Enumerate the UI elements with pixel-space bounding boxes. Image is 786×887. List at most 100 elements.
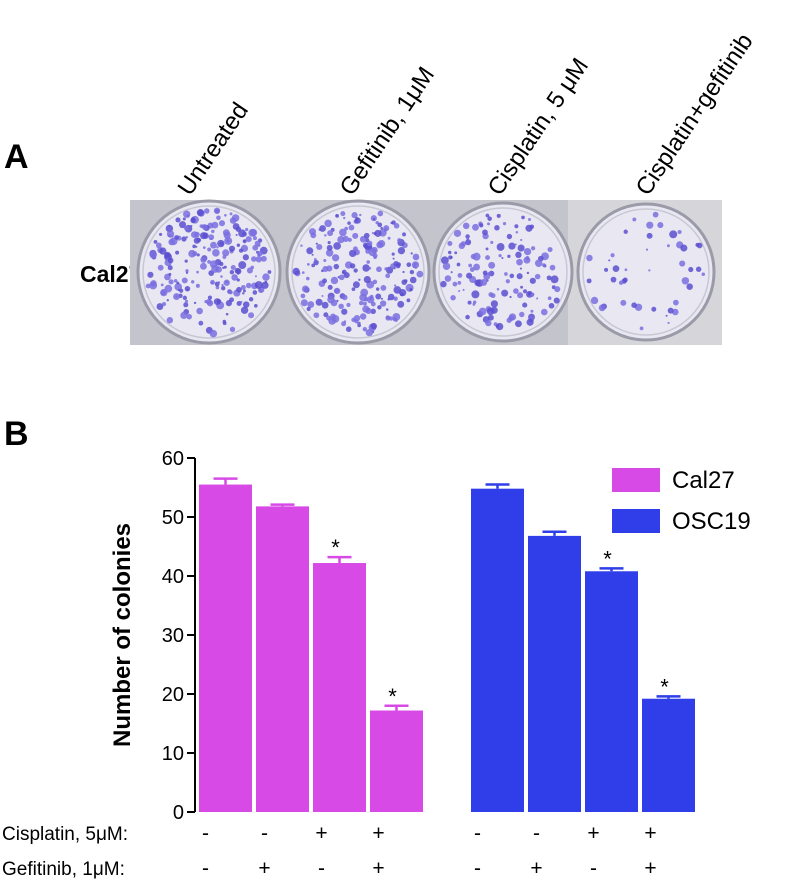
colony xyxy=(186,288,189,291)
colony xyxy=(236,278,240,282)
colony xyxy=(167,257,174,264)
colony xyxy=(525,256,530,261)
colony xyxy=(519,267,523,270)
colony xyxy=(222,249,230,257)
colony xyxy=(488,261,496,269)
colony xyxy=(440,256,449,265)
colony xyxy=(462,222,470,230)
colony xyxy=(447,240,453,246)
colony xyxy=(153,239,158,244)
colony xyxy=(348,224,355,231)
colony xyxy=(380,300,387,307)
colony xyxy=(196,270,199,274)
colony xyxy=(516,258,523,266)
colony xyxy=(623,229,628,234)
colony xyxy=(393,223,400,229)
colony xyxy=(454,251,458,255)
colony xyxy=(242,301,250,308)
colony xyxy=(485,213,490,218)
colony xyxy=(313,312,320,319)
colony xyxy=(301,285,309,293)
colony xyxy=(506,233,513,240)
bar xyxy=(313,563,366,812)
colony xyxy=(397,300,405,308)
colony xyxy=(374,229,382,237)
colony xyxy=(183,302,189,308)
colony xyxy=(409,276,417,284)
colony xyxy=(412,265,416,269)
colony xyxy=(388,316,394,321)
colony xyxy=(393,286,402,294)
plate-photo xyxy=(130,199,722,345)
colony xyxy=(248,297,254,302)
colony xyxy=(185,271,189,274)
colony xyxy=(333,242,341,250)
colony xyxy=(157,264,164,271)
colony xyxy=(218,220,226,227)
colony xyxy=(456,262,461,267)
colony xyxy=(313,259,319,266)
treatment-sign: + xyxy=(315,822,327,845)
colony xyxy=(528,218,531,221)
colony xyxy=(224,213,227,217)
significance-marker: * xyxy=(660,674,669,699)
colony xyxy=(631,302,637,308)
colony xyxy=(508,242,516,250)
colony xyxy=(391,252,395,256)
colony xyxy=(159,247,167,255)
colony xyxy=(416,270,424,278)
colony xyxy=(359,313,367,320)
colony xyxy=(401,279,408,285)
colony xyxy=(328,317,336,325)
colony xyxy=(514,320,522,328)
colony xyxy=(207,247,212,252)
colony xyxy=(349,263,356,269)
colony xyxy=(542,263,546,267)
colony xyxy=(322,278,327,284)
colony xyxy=(645,248,649,251)
colony xyxy=(669,230,678,239)
colony xyxy=(351,287,356,292)
colony xyxy=(216,299,222,304)
colony xyxy=(412,253,420,261)
colony xyxy=(359,293,368,302)
colony xyxy=(325,249,334,257)
colony xyxy=(198,321,202,325)
colony xyxy=(362,264,370,272)
colony xyxy=(206,300,214,307)
plate xyxy=(576,202,716,342)
y-tick-label: 40 xyxy=(162,566,184,588)
colony xyxy=(200,232,208,240)
colony xyxy=(327,295,335,304)
colony xyxy=(519,311,525,318)
legend-swatch xyxy=(612,509,660,533)
colony xyxy=(221,283,224,287)
colony xyxy=(397,247,406,255)
treatment-sign: + xyxy=(644,857,656,880)
colony xyxy=(217,239,225,248)
colony xyxy=(323,258,327,263)
colony xyxy=(373,218,376,221)
colony xyxy=(586,278,592,284)
colony xyxy=(679,260,686,267)
colony xyxy=(370,322,377,330)
colony xyxy=(238,248,244,253)
colony xyxy=(321,301,329,309)
colony xyxy=(149,281,158,290)
colony xyxy=(210,241,217,249)
colony xyxy=(448,255,453,260)
colony xyxy=(310,232,317,239)
colony xyxy=(380,285,387,291)
colony xyxy=(251,256,257,262)
plate-rim xyxy=(142,205,276,339)
colony xyxy=(393,284,397,287)
colony xyxy=(254,240,261,247)
colony xyxy=(343,216,346,220)
colony xyxy=(243,239,246,243)
colony xyxy=(604,267,609,272)
colony xyxy=(610,276,617,283)
treatment-sign: - xyxy=(590,857,597,880)
colony xyxy=(195,245,198,248)
colony xyxy=(330,313,336,320)
treatment-label: Gefitinib, 1μM: xyxy=(2,859,125,880)
